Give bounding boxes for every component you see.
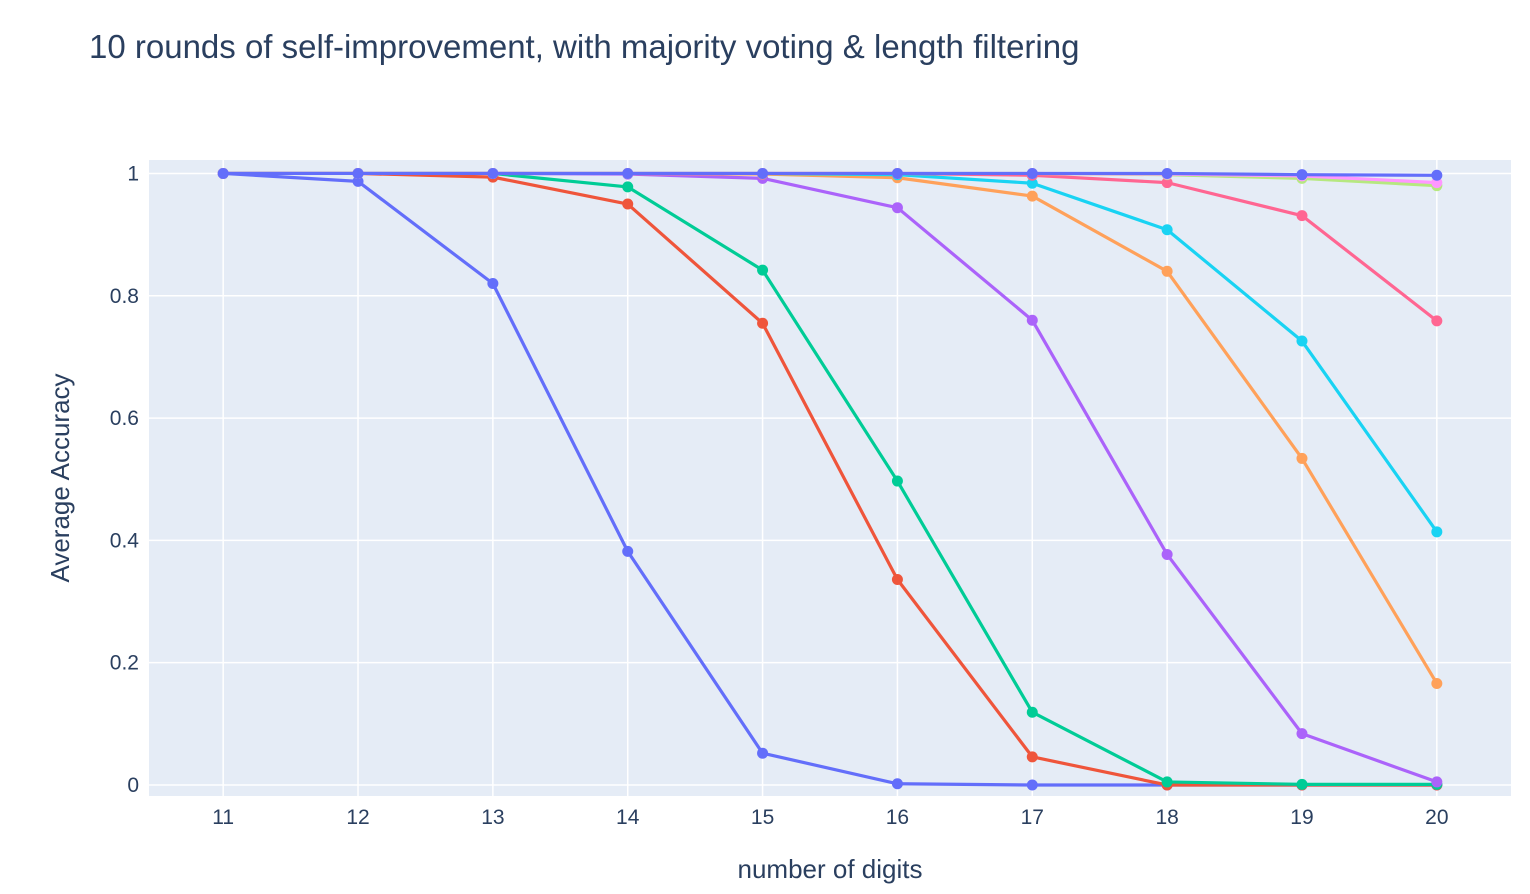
x-tick-label: 16 <box>886 806 909 829</box>
x-tick-label: 15 <box>751 806 774 829</box>
data-point <box>622 181 634 193</box>
x-tick-label: 14 <box>616 806 640 829</box>
data-point <box>1296 728 1308 740</box>
x-tick-label: 19 <box>1290 806 1313 829</box>
x-axis-title: number of digits <box>738 854 923 884</box>
data-point <box>1026 167 1038 179</box>
data-point <box>757 747 769 759</box>
data-point <box>1161 167 1173 179</box>
data-point <box>1431 315 1443 327</box>
y-tick-label: 0.8 <box>110 285 139 308</box>
data-point <box>352 167 364 179</box>
data-point <box>1026 177 1038 189</box>
data-point <box>891 574 903 586</box>
x-tick-label: 18 <box>1155 806 1178 829</box>
plot-area <box>149 160 1511 796</box>
data-point <box>1431 169 1443 181</box>
data-point <box>1161 548 1173 560</box>
data-point <box>1026 751 1038 763</box>
x-tick-label: 13 <box>481 806 504 829</box>
series-line <box>223 171 1437 787</box>
data-point <box>352 175 364 187</box>
y-tick-label: 0.4 <box>110 529 140 552</box>
x-tick-label: 12 <box>346 806 369 829</box>
data-point <box>1431 776 1443 788</box>
data-point <box>1296 778 1308 790</box>
data-point <box>1026 706 1038 718</box>
data-point <box>891 475 903 487</box>
x-tick-label: 11 <box>212 806 234 829</box>
y-axis-title: Average Accuracy <box>45 373 75 582</box>
x-tick-label: 20 <box>1425 806 1448 829</box>
y-tick-label: 0.6 <box>110 407 139 430</box>
data-point <box>757 167 769 179</box>
data-point <box>1026 779 1038 791</box>
data-point <box>622 545 634 557</box>
data-point <box>622 167 634 179</box>
series-layer <box>217 167 1443 791</box>
data-point <box>1026 190 1038 202</box>
data-point <box>1026 314 1038 326</box>
data-point <box>622 198 634 210</box>
data-point <box>1161 177 1173 189</box>
data-point <box>1296 210 1308 222</box>
data-point <box>1161 224 1173 236</box>
data-point <box>487 278 499 290</box>
data-point <box>217 167 229 179</box>
data-point <box>757 317 769 329</box>
x-tick-label: 17 <box>1021 806 1044 829</box>
data-point <box>487 167 499 179</box>
series-line <box>223 171 1437 177</box>
data-point <box>891 167 903 179</box>
data-point <box>1161 776 1173 788</box>
data-point <box>1296 169 1308 181</box>
data-point <box>891 778 903 790</box>
y-tick-label: 1 <box>127 162 139 185</box>
series-10 <box>217 167 1443 181</box>
y-axis-ticks: 0 0.2 0.4 0.6 0.8 1 <box>110 162 140 797</box>
data-point <box>891 202 903 214</box>
data-point <box>1431 526 1443 538</box>
y-tick-label: 0.2 <box>110 652 139 675</box>
data-point <box>1296 452 1308 464</box>
x-axis-ticks: 11 12 13 14 15 16 17 18 19 20 <box>212 806 1448 829</box>
data-point <box>1296 335 1308 347</box>
y-tick-label: 0 <box>127 774 139 797</box>
chart-title: 10 rounds of self-improvement, with majo… <box>89 28 1079 65</box>
data-point <box>1431 677 1443 689</box>
data-point <box>1161 265 1173 277</box>
data-point <box>757 264 769 276</box>
